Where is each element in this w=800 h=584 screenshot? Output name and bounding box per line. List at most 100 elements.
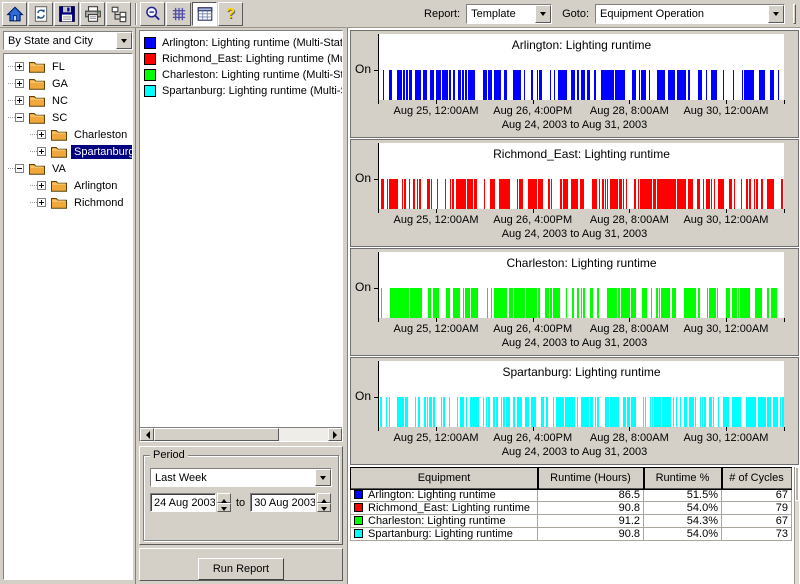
legend-item[interactable]: Richmond_East: Lighting runtime (Multi-S…: [144, 51, 342, 67]
start-date-stepper[interactable]: [217, 493, 231, 512]
chevron-down-icon[interactable]: [768, 5, 784, 23]
folder-icon: [29, 60, 45, 73]
tree-mode-select[interactable]: By State and City: [3, 31, 133, 50]
x-axis-tick: [629, 100, 630, 104]
spin-down-icon[interactable]: [317, 503, 331, 513]
toolbar-grip[interactable]: [793, 4, 796, 24]
table-head: EquipmentRuntime (Hours)Runtime %# of Cy…: [351, 468, 792, 489]
table-vscrollbar[interactable]: [794, 467, 799, 584]
tree-view-button[interactable]: [106, 2, 131, 26]
x-range-label: Aug 24, 2003 to Aug 31, 2003: [351, 446, 798, 460]
goto-select[interactable]: Equipment Operation: [595, 4, 785, 24]
column-header[interactable]: Runtime %: [644, 468, 722, 489]
tree-item-richmond[interactable]: Richmond: [4, 194, 132, 211]
on-segment: [592, 179, 593, 209]
run-report-button[interactable]: Run Report: [198, 558, 284, 580]
table-row[interactable]: Charleston: Lighting runtime91.254.3%67: [351, 515, 792, 528]
scroll-thumb[interactable]: [795, 467, 799, 501]
x-axis-tick: [784, 318, 785, 322]
tree-item-label[interactable]: VA: [49, 162, 69, 176]
chevron-down-icon[interactable]: [315, 469, 331, 486]
report-select-value: Template: [467, 5, 535, 23]
tree-item-arlington[interactable]: Arlington: [4, 177, 132, 194]
expand-icon[interactable]: [37, 198, 46, 207]
scroll-thumb[interactable]: [154, 428, 279, 441]
toolbar-buttons: ?: [2, 2, 244, 26]
on-segment: [703, 179, 704, 209]
tree-item-label[interactable]: Richmond: [71, 196, 127, 210]
tree-item-label[interactable]: NC: [49, 94, 71, 108]
period-group: Period Last Week 24 Aug 2003 to 30 Aug 2…: [143, 455, 339, 541]
tree-item-sc[interactable]: SC: [4, 109, 132, 126]
tree-item-label[interactable]: SC: [49, 111, 70, 125]
chevron-down-icon[interactable]: [116, 32, 132, 49]
end-date-stepper[interactable]: [317, 493, 331, 512]
tree-item-fl[interactable]: FL: [4, 58, 132, 75]
expand-icon[interactable]: [37, 130, 46, 139]
save-button[interactable]: [54, 2, 79, 26]
expand-icon[interactable]: [15, 79, 24, 88]
help-button[interactable]: ?: [218, 2, 243, 26]
home-button[interactable]: [2, 2, 27, 26]
spin-up-icon[interactable]: [317, 493, 331, 503]
on-segment: [456, 179, 464, 209]
on-segment: [607, 288, 617, 318]
tree-item-nc[interactable]: NC: [4, 92, 132, 109]
on-segment: [610, 397, 619, 427]
on-segment: [465, 288, 470, 318]
scroll-left-icon[interactable]: [140, 428, 154, 441]
table-row[interactable]: Richmond_East: Lighting runtime90.854.0%…: [351, 502, 792, 515]
on-segment: [755, 397, 756, 427]
tree-item-charleston[interactable]: Charleston: [4, 126, 132, 143]
end-date-field[interactable]: 30 Aug 2003: [250, 493, 316, 512]
on-segment: [730, 179, 732, 209]
x-axis-tick: [629, 427, 630, 431]
scroll-right-icon[interactable]: [328, 428, 342, 441]
collapse-icon[interactable]: [15, 113, 24, 122]
tree-item-label[interactable]: FL: [49, 60, 68, 74]
on-segment: [593, 179, 596, 209]
legend-item[interactable]: Charleston: Lighting runtime (Multi-Stat…: [144, 67, 342, 83]
table-row[interactable]: Arlington: Lighting runtime86.551.5%67: [351, 489, 792, 502]
report-select[interactable]: Template: [466, 4, 552, 24]
spin-up-icon[interactable]: [217, 493, 231, 503]
chevron-down-icon[interactable]: [535, 5, 551, 23]
tree-item-label[interactable]: GA: [49, 77, 71, 91]
expand-icon[interactable]: [37, 181, 46, 190]
on-segment: [430, 70, 434, 100]
legend-hscrollbar[interactable]: [140, 427, 342, 441]
collapse-icon[interactable]: [15, 164, 24, 173]
tree-item-ga[interactable]: GA: [4, 75, 132, 92]
table-button[interactable]: [192, 2, 217, 26]
expand-icon[interactable]: [15, 96, 24, 105]
spin-down-icon[interactable]: [217, 503, 231, 513]
x-axis-labels: Aug 25, 12:00AMAug 26, 4:00PMAug 28, 8:0…: [378, 432, 784, 446]
chart-title: Arlington: Lighting runtime: [379, 34, 784, 52]
legend-item[interactable]: Arlington: Lighting runtime (Multi-State…: [144, 35, 342, 51]
start-date-field[interactable]: 24 Aug 2003: [150, 493, 216, 512]
column-header[interactable]: # of Cycles: [722, 468, 792, 489]
refresh-button[interactable]: [28, 2, 53, 26]
tree-item-va[interactable]: VA: [4, 160, 132, 177]
zoom-out-button[interactable]: [140, 2, 165, 26]
column-header[interactable]: Runtime (Hours): [538, 468, 644, 489]
chart-y-axis: On: [351, 143, 378, 209]
equipment-table-area: EquipmentRuntime (Hours)Runtime %# of Cy…: [350, 467, 799, 584]
on-segment: [590, 288, 593, 318]
folder-icon: [29, 77, 45, 90]
expand-icon[interactable]: [37, 147, 46, 156]
scroll-track[interactable]: [154, 428, 328, 441]
on-segment: [705, 397, 706, 427]
tree-item-label[interactable]: Charleston: [71, 128, 130, 142]
grid-button[interactable]: [166, 2, 191, 26]
expand-icon[interactable]: [15, 62, 24, 71]
tree-item-label[interactable]: Arlington: [71, 179, 120, 193]
table-row[interactable]: Spartanburg: Lighting runtime90.854.0%73: [351, 528, 792, 541]
legend-item[interactable]: Spartanburg: Lighting runtime (Multi-Sta…: [144, 83, 342, 99]
tree-view-icon: [110, 5, 128, 23]
column-header[interactable]: Equipment: [351, 468, 538, 489]
tree-item-spartanburg[interactable]: Spartanburg: [4, 143, 132, 160]
period-preset-select[interactable]: Last Week: [150, 468, 332, 487]
print-button[interactable]: [80, 2, 105, 26]
tree-item-label[interactable]: Spartanburg: [71, 145, 133, 159]
